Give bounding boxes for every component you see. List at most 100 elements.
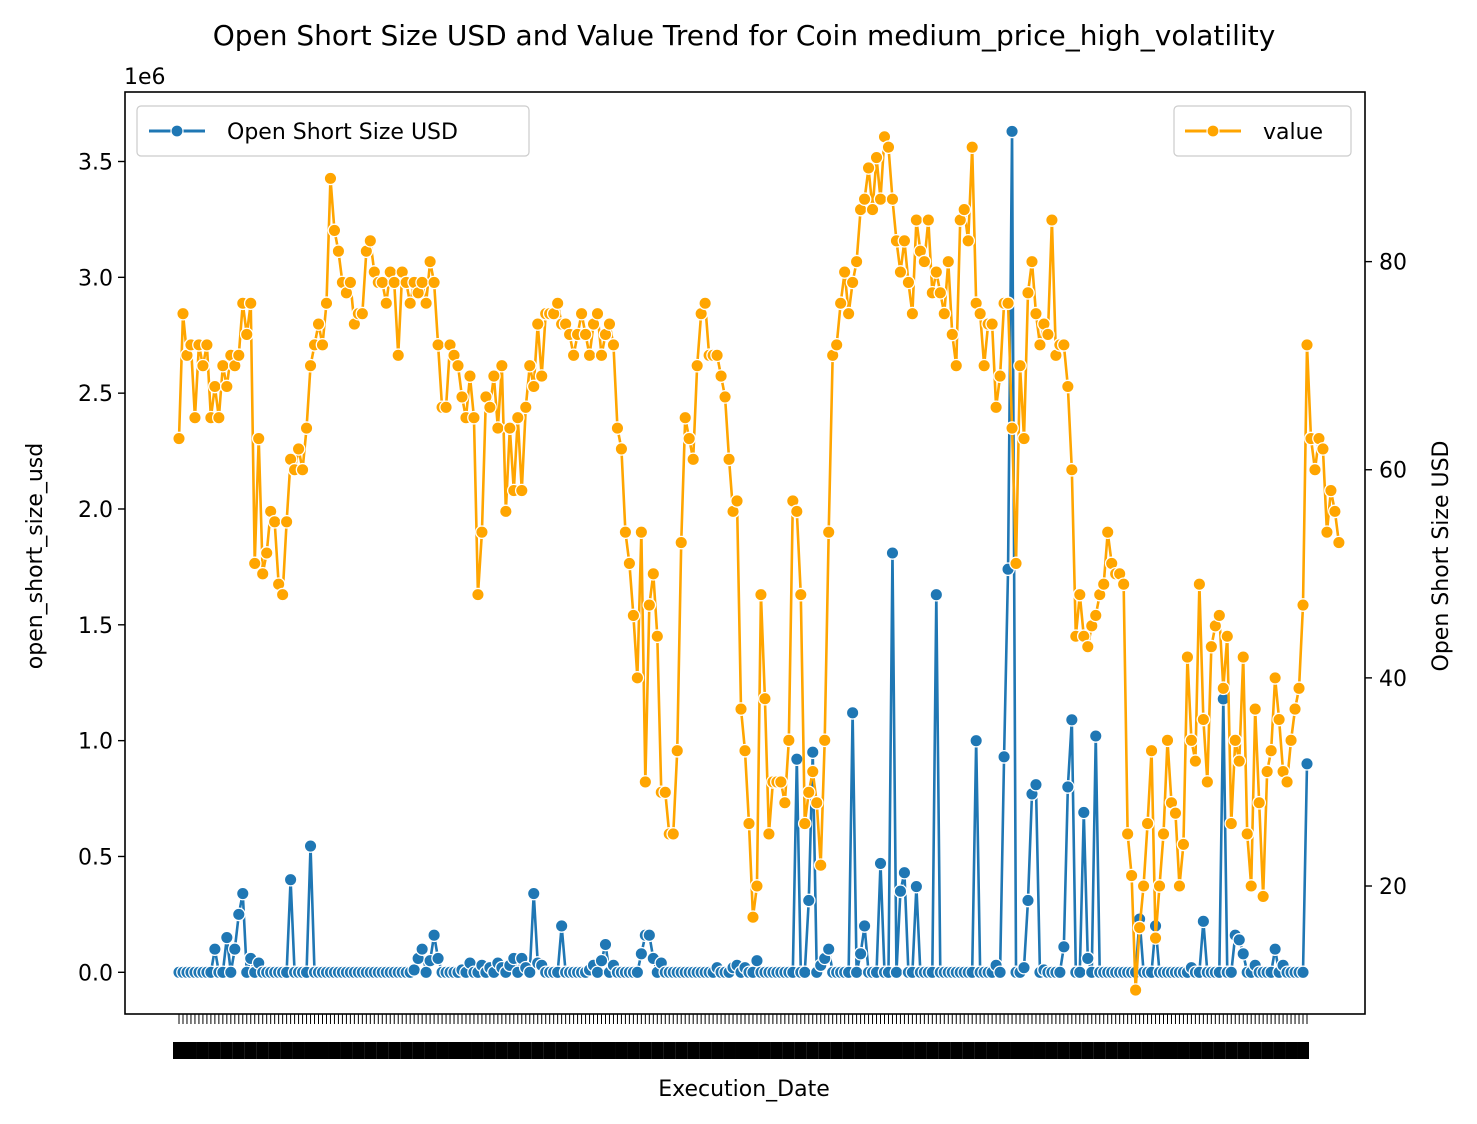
value-point <box>1192 577 1207 592</box>
legend-label-right: value <box>1263 120 1323 145</box>
value-point <box>475 525 489 540</box>
open-short-size-usd-point <box>1236 946 1251 961</box>
value-point <box>1232 754 1247 768</box>
x-tick-label-overlap <box>519 1042 532 1059</box>
x-tick-label-overlap <box>770 1042 783 1059</box>
x-tick-label-overlap <box>1141 1042 1154 1059</box>
value-point <box>510 410 525 425</box>
value-point <box>1080 639 1095 654</box>
x-tick-label-overlap <box>866 1042 879 1059</box>
x-tick-label-overlap <box>208 1042 221 1059</box>
value-point <box>355 306 370 321</box>
x-tick-label-overlap <box>459 1042 472 1059</box>
value-point <box>1168 806 1183 821</box>
value-point <box>658 785 673 800</box>
value-point <box>921 213 936 227</box>
value-point <box>602 317 617 331</box>
value-point <box>578 327 593 342</box>
value-point <box>666 827 681 841</box>
value-point <box>1240 827 1255 841</box>
value-point <box>813 858 828 873</box>
open-short-size-usd-point <box>805 745 820 760</box>
right-y-axis-ticks: 20 40 60 80 <box>1365 251 1407 900</box>
value-point <box>239 327 254 342</box>
value-point <box>678 410 693 425</box>
x-tick-label-overlap <box>998 1042 1011 1059</box>
value-point <box>949 358 964 373</box>
legend-marker-left <box>170 124 184 138</box>
open-short-size-usd-point <box>415 942 429 956</box>
value-point <box>869 150 884 165</box>
value-point <box>343 275 358 290</box>
x-tick-label-overlap <box>699 1042 712 1059</box>
x-ticks <box>173 1014 1310 1059</box>
value-point <box>415 275 429 290</box>
value-point <box>1204 639 1219 654</box>
open-short-size-usd-point <box>1072 965 1087 980</box>
x-tick-label-overlap <box>352 1042 365 1059</box>
x-tick-label-overlap <box>1045 1042 1058 1059</box>
open-short-size-usd-point <box>227 942 242 956</box>
value-point <box>881 140 896 155</box>
value-point <box>1100 525 1115 540</box>
legend-box-right <box>1173 105 1352 157</box>
x-tick-label-overlap <box>758 1042 771 1059</box>
value-point <box>849 254 864 269</box>
value-point <box>487 369 501 383</box>
value-point <box>961 233 976 248</box>
value-point <box>1284 733 1298 748</box>
value-point <box>467 410 481 425</box>
open-short-size-usd-point <box>993 965 1007 980</box>
value-point <box>215 358 230 373</box>
value-point <box>622 556 637 571</box>
value-point <box>801 785 816 800</box>
value-point <box>379 296 394 311</box>
x-tick-label-overlap <box>914 1042 927 1059</box>
value-point <box>1216 681 1231 696</box>
value-point <box>746 910 760 925</box>
open-short-size-usd-point <box>885 546 900 560</box>
open-short-size-usd-point <box>929 587 944 602</box>
x-tick-label-overlap <box>782 1042 795 1059</box>
value-point <box>522 358 537 373</box>
value-point <box>929 265 944 279</box>
x-axis-label: Execution_Date <box>658 1077 830 1102</box>
value-point <box>1013 358 1027 373</box>
value-point <box>1140 816 1155 831</box>
value-point <box>1184 733 1199 748</box>
value-point <box>885 192 900 207</box>
open-short-size-usd-point <box>1080 951 1095 966</box>
open-short-size-usd-point <box>208 942 222 956</box>
value-point <box>670 743 685 758</box>
x-tick-label-overlap <box>675 1042 688 1059</box>
value-point <box>1268 671 1282 685</box>
legend-open-short-size-usd: Open Short Size USD <box>136 105 530 157</box>
x-tick-label-overlap <box>1081 1042 1094 1059</box>
value-line <box>177 135 1341 992</box>
x-tick-label-overlap <box>1153 1042 1166 1059</box>
x-tick-label-overlap <box>986 1042 999 1059</box>
value-point <box>1248 702 1263 716</box>
value-point <box>742 816 756 831</box>
value-point <box>989 400 1003 415</box>
x-tick-label-overlap <box>555 1042 568 1059</box>
open-short-size-usd-point <box>1300 756 1314 771</box>
value-point <box>1029 306 1043 321</box>
series-open-short-size-usd <box>172 124 1314 980</box>
x-tick-label-overlap <box>507 1042 520 1059</box>
value-point <box>176 306 190 321</box>
value-point <box>686 452 701 467</box>
value-point <box>650 629 665 644</box>
x-tick-label-overlap <box>1010 1042 1023 1059</box>
value-point <box>431 338 445 352</box>
open-short-size-usd-point <box>419 965 433 980</box>
x-tick-label-overlap <box>962 1042 975 1059</box>
value-point <box>574 306 589 321</box>
value-point <box>387 275 402 290</box>
value-point <box>642 598 657 612</box>
value-point <box>1088 608 1103 623</box>
x-tick-label-overlap <box>543 1042 556 1059</box>
open-short-size-usd-point <box>219 930 234 945</box>
x-tick-label-overlap <box>1129 1042 1142 1059</box>
